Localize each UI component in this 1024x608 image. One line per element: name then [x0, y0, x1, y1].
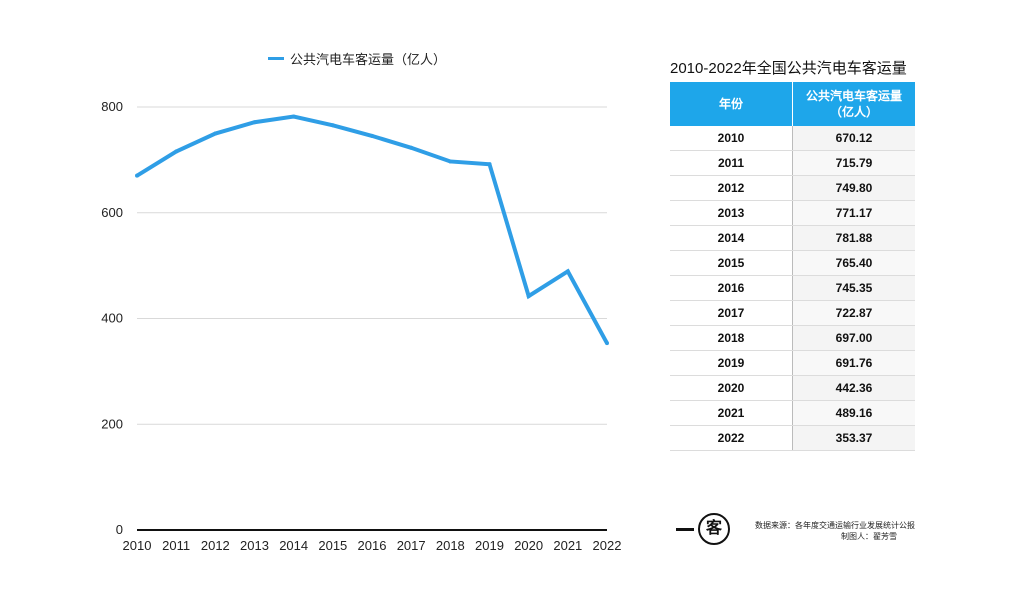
table-cell-volume: 697.00 — [792, 325, 915, 351]
table-row: 2012 749.80 — [670, 175, 915, 201]
series-line — [135, 114, 609, 345]
x-tick-label: 2017 — [397, 538, 426, 553]
table-cell-year: 2021 — [670, 400, 793, 426]
table-row: 2022 353.37 — [670, 425, 915, 451]
legend-swatch — [268, 57, 284, 60]
data-point — [174, 149, 179, 154]
table-cell-year: 2017 — [670, 300, 793, 326]
table-header-year: 年份 — [670, 82, 793, 126]
table-row: 2021 489.16 — [670, 400, 915, 426]
x-tick-label: 2012 — [201, 538, 230, 553]
table-row: 2020 442.36 — [670, 375, 915, 401]
x-tick-label: 2014 — [279, 538, 308, 553]
table-cell-year: 2014 — [670, 225, 793, 251]
table-cell-year: 2020 — [670, 375, 793, 401]
data-point — [448, 159, 453, 164]
table-cell-volume: 745.35 — [792, 275, 915, 301]
data-point — [252, 120, 257, 125]
x-tick-label: 2010 — [123, 538, 152, 553]
table-cell-volume: 489.16 — [792, 400, 915, 426]
table-cell-volume: 715.79 — [792, 150, 915, 176]
x-tick-label: 2013 — [240, 538, 269, 553]
table-cell-year: 2010 — [670, 126, 793, 151]
x-tick-label: 2011 — [162, 538, 190, 553]
table-cell-volume: 771.17 — [792, 200, 915, 226]
table-header-volume-line: （亿人） — [829, 105, 878, 119]
y-tick-label: 800 — [101, 99, 123, 114]
table-cell-year: 2016 — [670, 275, 793, 301]
table-row: 2010 670.12 — [670, 126, 915, 151]
table-cell-year: 2013 — [670, 200, 793, 226]
y-tick-label: 0 — [116, 522, 123, 537]
table-cell-volume: 749.80 — [792, 175, 915, 201]
table-title: 2010-2022年全国公共汽电车客运量 — [670, 60, 907, 77]
x-tick-label: 2019 — [475, 538, 504, 553]
table-row: 2013 771.17 — [670, 200, 915, 226]
x-tick-label: 2020 — [514, 538, 543, 553]
x-tick-label: 2015 — [318, 538, 347, 553]
table-cell-year: 2022 — [670, 425, 793, 451]
source-note: 数据来源：各年度交通运输行业发展统计公报 制图人：翟芳雪 — [755, 520, 915, 542]
data-table: 年份 公共汽电车客运量 （亿人） 2010 670.12 2011 715.79 2012… — [670, 82, 915, 451]
data-point — [605, 341, 609, 346]
table-cell-year: 2018 — [670, 325, 793, 351]
data-point — [291, 114, 296, 119]
table-row: 2017 722.87 — [670, 300, 915, 326]
table-cell-volume: 691.76 — [792, 350, 915, 376]
table-row: 2016 745.35 — [670, 275, 915, 301]
logo-dash — [676, 528, 694, 531]
table-cell-year: 2019 — [670, 350, 793, 376]
y-tick-label: 600 — [101, 205, 123, 220]
x-tick-label: 2016 — [358, 538, 387, 553]
table-header-volume-line: 公共汽电车客运量 — [805, 89, 902, 103]
table-row: 2019 691.76 — [670, 350, 915, 376]
data-point — [330, 123, 335, 128]
data-point — [135, 173, 139, 178]
legend-label: 公共汽电车客运量（亿人） — [290, 52, 447, 67]
data-point — [370, 133, 374, 138]
data-point — [213, 131, 218, 136]
logo-circle: 客 — [698, 513, 730, 545]
table-row: 2014 781.88 — [670, 225, 915, 251]
table-row: 2011 715.79 — [670, 150, 915, 176]
y-tick-label: 400 — [101, 311, 123, 326]
source-line: 数据来源：各年度交通运输行业发展统计公报 — [755, 521, 915, 530]
data-point — [526, 294, 531, 299]
table-cell-year: 2011 — [670, 150, 793, 176]
table-cell-volume: 353.37 — [792, 425, 915, 451]
table-cell-volume: 722.87 — [792, 300, 915, 326]
table-cell-year: 2012 — [670, 175, 793, 201]
y-tick-label: 200 — [101, 416, 123, 431]
table-cell-volume: 442.36 — [792, 375, 915, 401]
table-header-volume: 公共汽电车客运量 （亿人） — [792, 82, 915, 126]
table-cell-year: 2015 — [670, 250, 793, 276]
x-tick-label: 2018 — [436, 538, 465, 553]
table-row: 2015 765.40 — [670, 250, 915, 276]
logo: 客 — [676, 513, 736, 545]
table-cell-volume: 781.88 — [792, 225, 915, 251]
table-header-row: 年份 公共汽电车客运量 （亿人） — [670, 82, 915, 126]
author-line: 制图人：翟芳雪 — [841, 532, 897, 541]
x-tick-label: 2022 — [593, 538, 622, 553]
table-row: 2018 697.00 — [670, 325, 915, 351]
x-tick-label: 2021 — [553, 538, 582, 553]
data-point — [487, 162, 492, 167]
table-cell-volume: 670.12 — [792, 126, 915, 151]
line-chart: 0 200 400 600 800 2010 2011 2012 2013 2014 2015 201… — [101, 99, 622, 553]
table-cell-volume: 765.40 — [792, 250, 915, 276]
data-point — [565, 269, 570, 274]
data-point — [409, 145, 414, 150]
